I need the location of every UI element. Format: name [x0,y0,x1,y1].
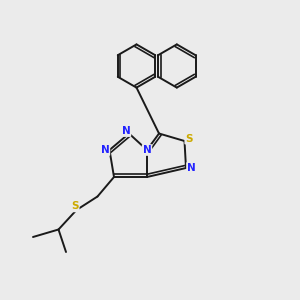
Text: S: S [71,201,79,212]
Text: N: N [187,163,196,173]
Text: N: N [100,145,109,155]
Text: N: N [142,145,152,155]
Text: N: N [122,126,130,136]
Text: S: S [185,134,193,144]
